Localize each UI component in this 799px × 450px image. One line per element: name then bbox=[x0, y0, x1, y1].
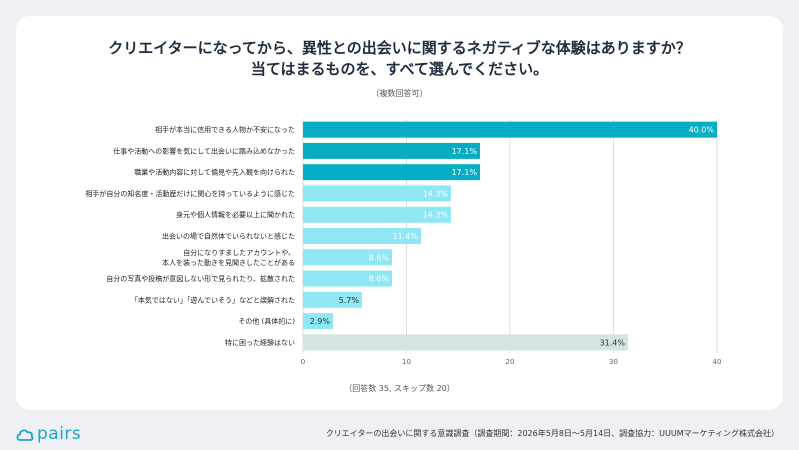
bar-7 bbox=[303, 270, 393, 287]
x-tick-label: 30 bbox=[609, 358, 618, 366]
bar-1 bbox=[303, 142, 480, 159]
category-label: 自分になりすましたアカウントや、 bbox=[183, 248, 295, 257]
bar-5 bbox=[303, 228, 421, 244]
data-label: 17.1% bbox=[452, 168, 478, 177]
data-label: 14.3% bbox=[423, 211, 449, 220]
data-label: 14.3% bbox=[423, 189, 449, 198]
bar-6 bbox=[303, 249, 393, 266]
bar-9 bbox=[303, 313, 334, 330]
data-label: 8.6% bbox=[369, 275, 390, 284]
category-label: 相手が自分の知名度・活動歴だけに関心を持っているように感じた bbox=[85, 189, 295, 198]
chart-subtitle: （複数回答可） bbox=[371, 89, 428, 98]
survey-source: クリエイターの出会いに関する意識調査（調査期間：2026年5月8日〜5月14日、… bbox=[325, 429, 779, 438]
category-label: 「本気ではない」「遊んでいそう」などと誤解された bbox=[131, 295, 295, 304]
category-label: 自分の写真や投稿が意図しない形で見られたり、拡散された bbox=[106, 274, 295, 283]
bar-10 bbox=[303, 334, 628, 351]
category-label: 相手が本当に信用できる人物か不安になった bbox=[155, 125, 295, 134]
pairs-logo: pairs bbox=[15, 424, 81, 444]
title-line-2: 当てはまるものを、すべて選んでください。 bbox=[250, 60, 549, 78]
category-label: 仕事や活動への影響を気にして出会いに踏み込めなかった bbox=[113, 146, 295, 155]
data-label: 8.6% bbox=[369, 253, 390, 262]
data-label: 31.4% bbox=[600, 338, 626, 347]
data-label: 17.1% bbox=[452, 147, 478, 156]
category-label: 特に困った経験はない bbox=[225, 338, 295, 347]
x-tick-label: 20 bbox=[506, 358, 515, 366]
category-label: 職業や活動内容に対して偏見や先入観を向けられた bbox=[134, 168, 295, 177]
logo-text: pairs bbox=[37, 424, 82, 444]
bar-4 bbox=[303, 206, 452, 223]
data-label: 2.9% bbox=[310, 317, 331, 326]
bar-3 bbox=[303, 185, 452, 202]
data-label: 40.0% bbox=[689, 126, 715, 135]
category-label: 出会いの場で自然体でいられないと感じた bbox=[162, 232, 295, 241]
category-label: 本人を装った動きを見聞きしたことがある bbox=[162, 258, 295, 267]
title-line-1: クリエイターになってから、異性との出会いに関するネガティブな体験はありますか？ bbox=[108, 39, 691, 57]
bar-0 bbox=[303, 121, 717, 138]
cloud-icon bbox=[16, 429, 34, 441]
data-label: 5.7% bbox=[339, 296, 360, 305]
category-label: その他 (具体的に) bbox=[238, 317, 295, 326]
chart-title: クリエイターになってから、異性との出会いに関するネガティブな体験はありますか？ … bbox=[0, 38, 799, 80]
x-tick-label: 10 bbox=[402, 358, 411, 366]
x-tick-label: 40 bbox=[713, 358, 722, 366]
category-label: 身元や個人情報を必要以上に聞かれた bbox=[176, 210, 295, 219]
bar-8 bbox=[303, 291, 362, 308]
bar-2 bbox=[303, 164, 480, 181]
data-label: 11.4% bbox=[393, 232, 419, 241]
response-count-note: （回答数 35, スキップ数 20） bbox=[344, 384, 455, 393]
x-tick-label: 0 bbox=[301, 358, 305, 366]
